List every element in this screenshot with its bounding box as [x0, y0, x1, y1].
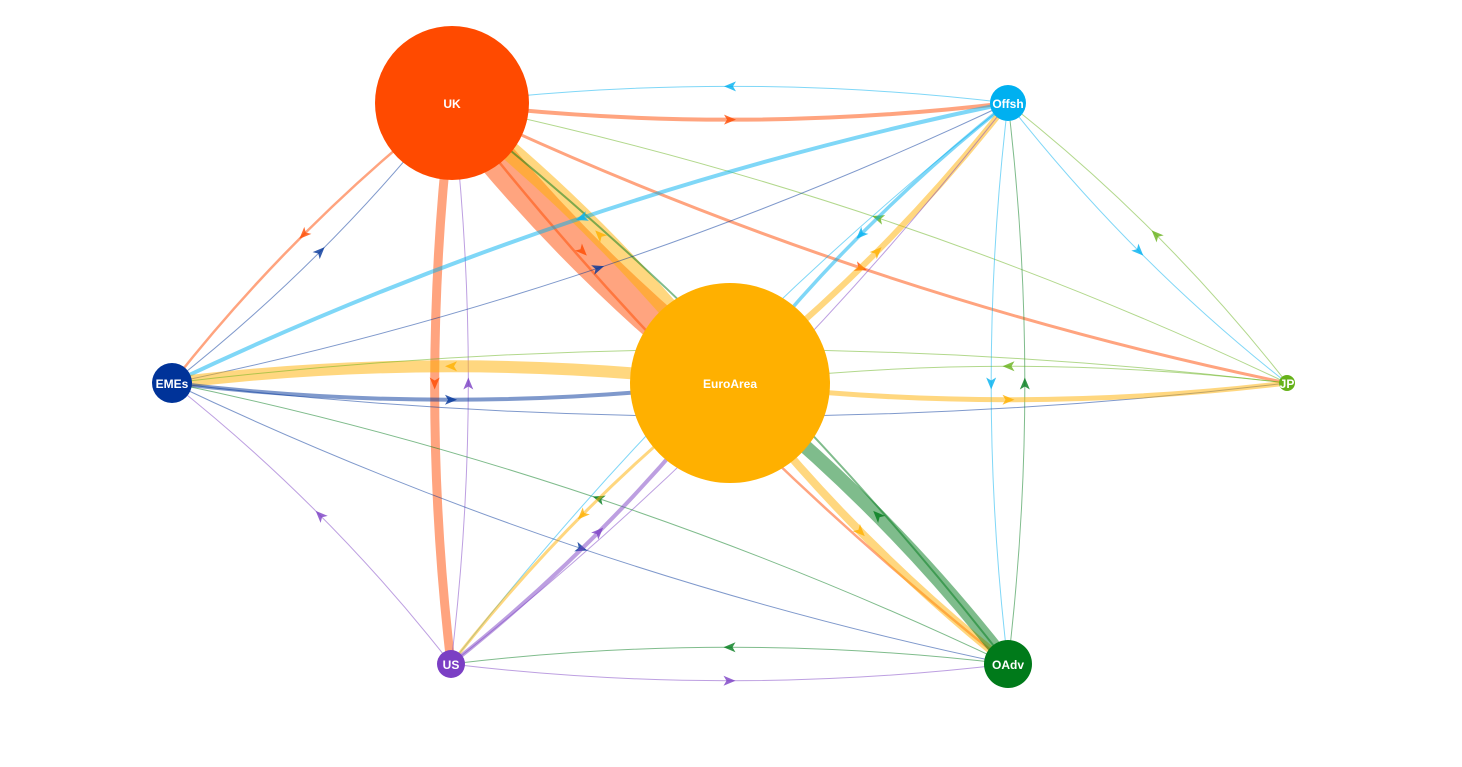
- edge-UK-to-US: [430, 102, 457, 665]
- node-Offsh[interactable]: Offsh: [990, 85, 1026, 121]
- node-label: OAdv: [992, 658, 1024, 672]
- arrow-icon: [724, 81, 736, 92]
- node-UK[interactable]: UK: [375, 26, 529, 180]
- arrow-icon: [1131, 243, 1144, 256]
- arrow-icon: [577, 507, 590, 520]
- edge-US-to-UK: [450, 102, 469, 665]
- arrow-icon: [1002, 361, 1015, 372]
- arrow-icon: [873, 510, 886, 523]
- node-EMEs[interactable]: EMEs: [152, 363, 192, 403]
- edge-JP-to-Offsh: [1007, 102, 1288, 384]
- arrow-icon: [574, 243, 587, 256]
- arrow-icon: [591, 527, 604, 540]
- arrow-icon: [723, 642, 736, 653]
- node-circle: [375, 26, 529, 180]
- edge-Offsh-to-JP: [1007, 102, 1288, 384]
- node-label: EuroArea: [703, 377, 757, 391]
- node-label: US: [443, 658, 460, 672]
- node-US[interactable]: US: [437, 650, 465, 678]
- node-label: EMEs: [156, 377, 189, 391]
- arrow-icon: [1002, 394, 1015, 405]
- arrow-icon: [595, 230, 608, 243]
- node-circle: [630, 283, 830, 483]
- node-EuroArea[interactable]: EuroArea: [630, 283, 830, 483]
- node-circle: [984, 640, 1032, 688]
- arrow-icon: [299, 226, 312, 239]
- arrow-icon: [986, 377, 997, 390]
- arrow-icon: [463, 377, 474, 390]
- node-label: Offsh: [992, 97, 1023, 111]
- arrow-icon: [445, 394, 457, 405]
- arrow-icon: [869, 247, 882, 260]
- arrow-icon: [1019, 377, 1030, 390]
- edge-Offsh-to-OAdv: [990, 102, 1009, 665]
- arrow-icon: [445, 361, 457, 372]
- node-OAdv[interactable]: OAdv: [984, 640, 1032, 688]
- node-circle: [990, 85, 1026, 121]
- edge-OAdv-to-Offsh: [1007, 102, 1026, 665]
- arrow-icon: [852, 524, 865, 537]
- node-JP[interactable]: JP: [1279, 375, 1295, 391]
- arrow-icon: [575, 211, 589, 221]
- arrow-icon: [1151, 230, 1164, 243]
- node-circle: [437, 650, 465, 678]
- edge-US-to-EMEs: [171, 382, 452, 665]
- edge-UK-to-Offsh: [451, 101, 1009, 122]
- node-label: JP: [1280, 377, 1295, 391]
- node-circle: [1279, 375, 1295, 391]
- edge-OAdv-to-US: [450, 646, 1009, 665]
- arrow-icon: [315, 510, 328, 523]
- arrow-icon: [724, 114, 736, 125]
- nodes-layer: UK Offsh EMEs EuroArea JP US OAdv: [152, 26, 1295, 688]
- node-label: UK: [443, 97, 461, 111]
- arrow-icon: [429, 377, 440, 390]
- arrow-icon: [856, 226, 869, 239]
- arrow-icon: [312, 247, 325, 260]
- arrow-icon: [723, 675, 736, 686]
- edge-US-to-OAdv: [450, 663, 1009, 682]
- arrow-icon: [592, 495, 606, 506]
- arrow-icon: [591, 265, 605, 275]
- edge-Offsh-to-UK: [451, 85, 1009, 104]
- node-circle: [152, 363, 192, 403]
